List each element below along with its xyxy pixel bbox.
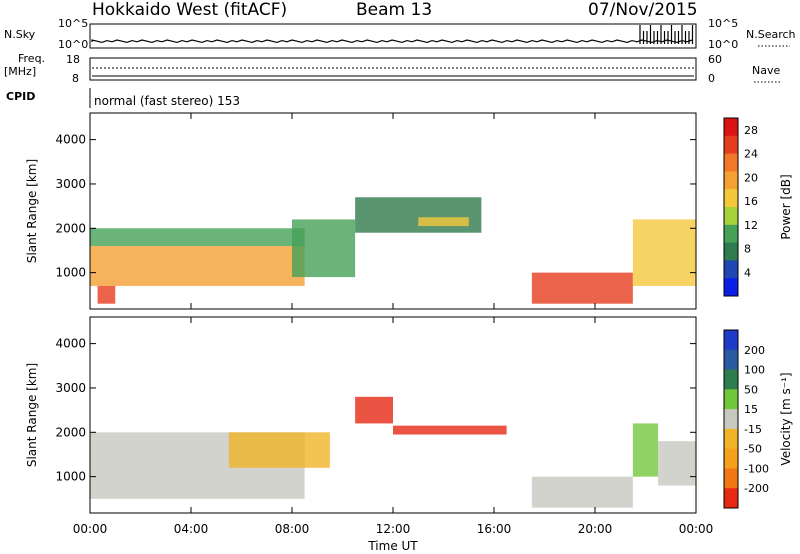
- x-axis-label: Time UT: [367, 539, 418, 553]
- colorbar-segment: [724, 428, 738, 450]
- noise-sky-line: [91, 39, 693, 44]
- y-tick-label: 4000: [55, 337, 86, 351]
- freq-nave-lines: [92, 67, 694, 77]
- colorbar-tick-label: -200: [744, 482, 769, 495]
- colorbar-segment: [724, 330, 738, 351]
- noise-tick-high-right: 10^5: [708, 17, 739, 30]
- data-region-5: [632, 423, 659, 477]
- y-tick-label: 3000: [55, 381, 86, 395]
- colorbar-segment: [724, 135, 738, 155]
- data-region-1: [228, 432, 330, 468]
- colorbar-tick-label: 50: [744, 383, 758, 396]
- data-region-0: [90, 246, 305, 286]
- colorbar-segment: [724, 224, 738, 244]
- y-axis-label: Slant Range [km]: [25, 159, 39, 263]
- x-tick-label: 04:00: [174, 522, 209, 536]
- colorbar-tick-label: 12: [744, 219, 758, 232]
- noise-trace: [91, 25, 694, 44]
- x-tick-label: 20:00: [578, 522, 613, 536]
- y-tick-label: 4000: [55, 133, 86, 147]
- colorbar-segment: [724, 171, 738, 190]
- x-tick-label: 16:00: [477, 522, 512, 536]
- colorbar-segment: [724, 468, 738, 489]
- freq-tick-high: 18: [66, 53, 80, 66]
- panel-velocity: 1000 2000 3000 4000 Slant Range [km] 00:00 04:…: [25, 316, 714, 553]
- colorbar-segment: [724, 242, 738, 261]
- colorbar-tick-label: 100: [744, 364, 765, 377]
- data-region-2: [355, 396, 393, 424]
- data-region-5: [418, 217, 469, 227]
- colorbar-segment: [724, 118, 738, 137]
- data-region-3: [393, 425, 507, 435]
- data-region-1: [90, 228, 305, 247]
- y-tick-label: 1000: [55, 266, 86, 280]
- colorbar-segment: [724, 369, 738, 390]
- freq-tick-low: 8: [72, 72, 79, 85]
- station-title: Hokkaido West (fitACF): [92, 0, 288, 20]
- colorbar-tick-label: 24: [744, 148, 758, 161]
- colorbar-frame: [723, 329, 739, 509]
- x-tick-label: 00:00: [73, 522, 108, 536]
- colorbar-tick-label: 16: [744, 195, 758, 208]
- colorbar-frame: [723, 117, 739, 297]
- nave-label: Nave: [752, 64, 781, 77]
- colorbar-segment: [724, 448, 738, 469]
- colorbar-segment: [724, 153, 738, 172]
- date-title: 07/Nov/2015: [588, 0, 698, 20]
- nsearch-label: N.Search: [746, 28, 796, 41]
- colorbar-tick-label: -15: [744, 423, 762, 436]
- colorbar-segment: [724, 189, 738, 208]
- noise-tick-high-left: 10^5: [58, 17, 89, 30]
- data-region-4: [355, 197, 482, 233]
- colorbar-tick-label: 20: [744, 171, 758, 184]
- x-tick-label: 12:00: [376, 522, 411, 536]
- freq-label: Freq.: [18, 52, 46, 65]
- noise-tick-low-right: 10^0: [708, 38, 739, 51]
- legend-dotted-lines: [754, 45, 790, 83]
- colorbar-label: Velocity [m s⁻¹]: [779, 372, 793, 465]
- x-tick-label: 08:00: [275, 522, 310, 536]
- colorbar-tick-label: -100: [744, 462, 769, 475]
- y-tick-label: 2000: [55, 221, 86, 235]
- y-tick-label: 2000: [55, 425, 86, 439]
- colorbar-power: 4 8 12 16 20 24 28 Power [dB]: [723, 117, 793, 297]
- y-tick-label: 3000: [55, 177, 86, 191]
- data-region-7: [632, 219, 696, 286]
- y-tick-label: 1000: [55, 470, 86, 484]
- colorbar-tick-label: 15: [744, 403, 758, 416]
- x-tick-label: 00:00: [679, 522, 714, 536]
- beam-title: Beam 13: [356, 0, 433, 20]
- nsky-label: N.Sky: [4, 28, 36, 41]
- colorbar-tick-label: -50: [744, 443, 762, 456]
- freq-unit: [MHz]: [4, 65, 37, 78]
- cpid-label: CPID: [6, 90, 36, 103]
- colorbar-segment: [724, 260, 738, 279]
- colorbar-segment: [724, 349, 738, 371]
- status-panel-frames: [89, 23, 697, 108]
- colorbar-tick-label: 28: [744, 124, 758, 137]
- data-region-4: [531, 476, 633, 508]
- data-region-3: [292, 219, 356, 278]
- colorbar-tick-label: 8: [744, 243, 751, 256]
- colorbar-segment: [724, 488, 738, 509]
- data-region-6: [531, 272, 633, 304]
- data-region-6: [658, 441, 696, 486]
- y-axis-label: Slant Range [km]: [25, 363, 39, 467]
- colorbar-segment: [724, 207, 738, 226]
- nave-tick-low: 0: [708, 72, 715, 85]
- colorbar-label: Power [dB]: [779, 174, 793, 239]
- data-region-2: [97, 285, 116, 304]
- colorbar-tick-label: 4: [744, 266, 751, 279]
- nave-tick-high: 60: [708, 53, 722, 66]
- colorbar-segment: [724, 389, 738, 410]
- colorbar-segment: [724, 278, 738, 297]
- colorbar-tick-label: 200: [744, 344, 765, 357]
- panel-power: 1000 2000 3000 4000 Slant Range [km]: [25, 112, 697, 310]
- noise-tick-low-left: 10^0: [58, 38, 89, 51]
- cpid-text: normal (fast stereo) 153: [94, 94, 241, 108]
- colorbar-velocity: 200 100 50 15 -15 -50 -100 -200 Velocity [m s⁻¹]: [723, 329, 793, 509]
- colorbar-segment: [724, 409, 738, 430]
